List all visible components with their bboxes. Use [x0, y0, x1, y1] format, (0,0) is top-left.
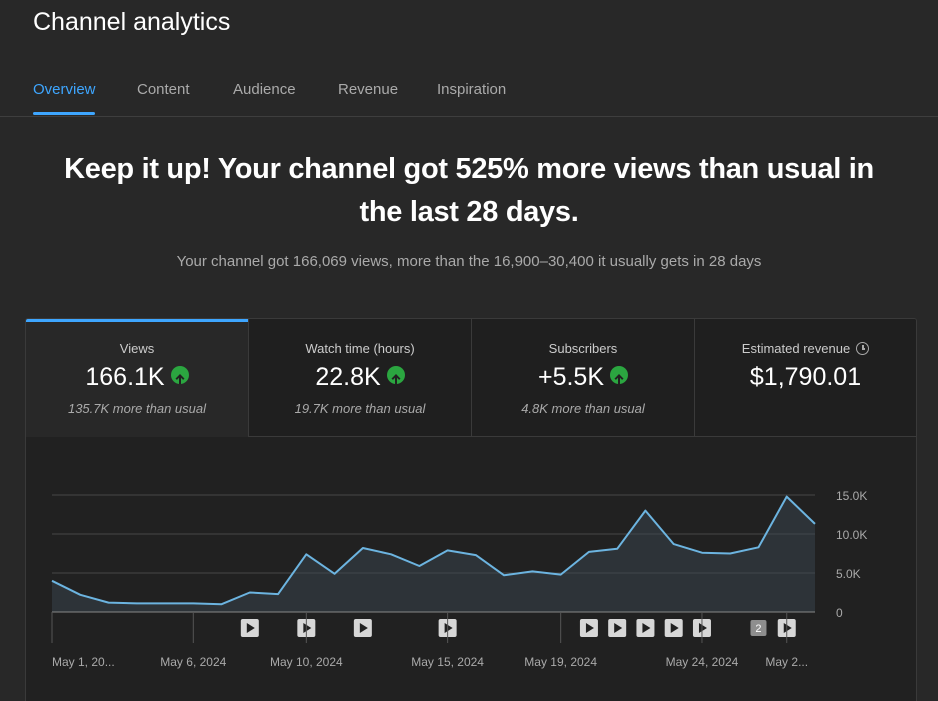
tab-overview[interactable]: Overview	[33, 81, 96, 98]
tab-content[interactable]: Content	[137, 81, 190, 98]
play-icon	[585, 623, 594, 633]
metric-value: 166.1K	[85, 363, 165, 391]
x-tick-label: May 1, 20...	[52, 655, 115, 669]
x-tick-label: May 6, 2024	[160, 655, 226, 669]
play-icon	[303, 623, 312, 633]
metric-note: 19.7K more than usual	[294, 401, 426, 416]
x-tick-label: May 2...	[765, 655, 808, 669]
metric-views[interactable]: Views 166.1K 135.7K more than usual	[26, 319, 249, 437]
metric-estimated-revenue[interactable]: Estimated revenue $1,790.01	[695, 319, 916, 437]
metric-value: 22.8K	[315, 363, 381, 391]
x-tick-label: May 10, 2024	[270, 655, 343, 669]
y-tick-label: 5.0K	[836, 567, 861, 581]
summary-headline-line2: the last 28 days.	[359, 196, 579, 228]
arrow-up-icon	[610, 366, 629, 385]
metric-label: Estimated revenue	[741, 341, 851, 356]
y-tick-label: 0	[836, 606, 843, 620]
video-count-marker	[750, 620, 767, 636]
tab-audience[interactable]: Audience	[233, 81, 296, 98]
y-tick-label: 15.0K	[836, 489, 867, 503]
arrow-up-icon	[386, 366, 405, 385]
tab-revenue[interactable]: Revenue	[338, 81, 399, 98]
page-title: Channel analytics	[33, 8, 231, 36]
summary-headline-line1: Keep it up! Your channel got 525% more v…	[64, 153, 874, 185]
clock-icon	[856, 342, 870, 356]
play-icon	[783, 623, 792, 633]
x-tick-label: May 19, 2024	[524, 655, 597, 669]
metric-value: +5.5K	[537, 363, 605, 391]
metrics-card: Views 166.1K 135.7K more than usual Watc…	[25, 318, 917, 701]
tab-inspiration[interactable]: Inspiration	[437, 81, 507, 98]
metric-value: $1,790.01	[749, 363, 862, 391]
views-line	[51, 495, 816, 606]
play-icon	[642, 623, 651, 633]
play-icon	[246, 623, 255, 633]
play-icon	[359, 623, 368, 633]
metric-note: 4.8K more than usual	[521, 401, 645, 416]
play-icon	[670, 623, 679, 633]
play-icon	[444, 623, 453, 633]
summary-subtext: Your channel got 166,069 views, more tha…	[176, 253, 762, 270]
views-area	[52, 496, 815, 612]
video-count-label: 2	[755, 623, 761, 635]
summary-headline: Keep it up! Your channel got 525% more v…	[0, 148, 938, 234]
metric-note: 135.7K more than usual	[67, 401, 207, 416]
views-chart: 15.0K 10.0K 5.0K 0 2 May 1, 20... May 6, 2024 M…	[51, 489, 867, 669]
y-tick-label: 10.0K	[836, 528, 867, 542]
metric-label: Subscribers	[548, 341, 618, 356]
play-icon	[698, 623, 707, 633]
metric-subscribers[interactable]: Subscribers +5.5K 4.8K more than usual	[472, 319, 695, 437]
active-tab-indicator	[33, 112, 95, 115]
x-tick-label: May 15, 2024	[411, 655, 484, 669]
tab-bar: Overview Content Audience Revenue Inspir…	[0, 70, 938, 117]
play-icon	[614, 623, 623, 633]
metric-label: Views	[119, 341, 155, 356]
arrow-up-icon	[170, 366, 189, 385]
metric-label: Watch time (hours)	[305, 341, 415, 356]
metric-watch-time[interactable]: Watch time (hours) 22.8K 19.7K more than…	[249, 319, 472, 437]
x-tick-label: May 24, 2024	[666, 655, 739, 669]
